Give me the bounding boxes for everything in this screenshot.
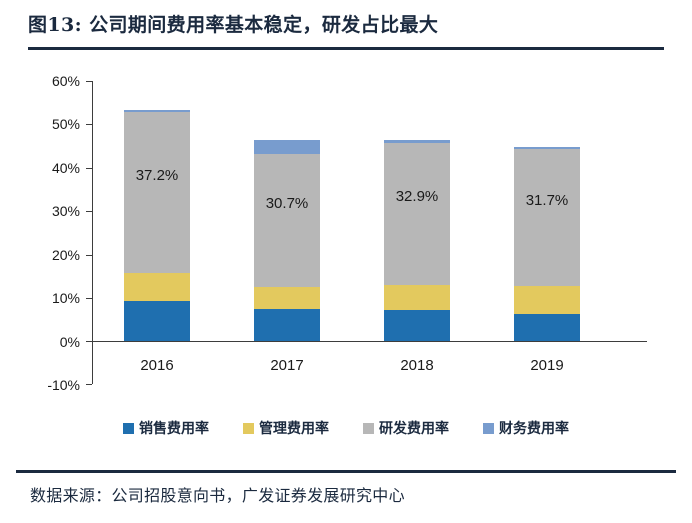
legend-item-management[interactable]: 管理费用率 <box>243 418 329 438</box>
chart-title-block: 图13: 公司期间费用率基本稳定，研发占比最大 <box>28 10 668 46</box>
y-axis-tick-mark <box>86 298 92 299</box>
bar-segment-management[interactable] <box>254 287 320 309</box>
bar-segment-finance[interactable] <box>254 140 320 154</box>
y-axis-tick-mark <box>86 211 92 212</box>
title-divider <box>28 47 664 50</box>
y-axis-tick-mark <box>86 81 92 82</box>
bar-value-label: 30.7% <box>265 195 309 212</box>
y-axis-tick-label: 0% <box>59 334 80 350</box>
legend-item-finance[interactable]: 财务费用率 <box>483 418 569 438</box>
legend-swatch-icon <box>483 422 494 434</box>
legend-label: 财务费用率 <box>499 421 569 437</box>
y-axis-tick-label: 40% <box>51 160 80 176</box>
bar-value-label: 31.7% <box>525 192 569 209</box>
bar-segment-management[interactable] <box>124 273 190 301</box>
legend-swatch-icon <box>243 422 254 434</box>
bar-value-label: 32.9% <box>395 188 439 205</box>
bar-segment-management[interactable] <box>514 286 580 314</box>
y-axis-labels: 60% 50% 40% 30% 20% 10% 0% -10% <box>24 60 80 405</box>
bar-segment-rnd[interactable]: 31.7% <box>514 149 580 286</box>
legend-label: 管理费用率 <box>259 421 329 437</box>
y-axis-tick-mark <box>86 255 92 256</box>
x-axis-tick-label-2016: 2016 <box>140 357 174 374</box>
y-axis-tick-label: 10% <box>51 290 80 306</box>
y-axis-tick-label: 30% <box>51 203 80 219</box>
bar-segment-management[interactable] <box>384 285 450 310</box>
x-axis-tick-label-2018: 2018 <box>400 357 434 374</box>
footer-divider <box>16 470 676 473</box>
chart-legend: 销售费用率 管理费用率 研发费用率 财务费用率 <box>0 418 692 438</box>
legend-item-rnd[interactable]: 研发费用率 <box>363 418 449 438</box>
bar-segment-sales[interactable] <box>384 310 450 341</box>
bar-segment-finance[interactable] <box>384 140 450 143</box>
bar-value-label: 37.2% <box>135 167 179 184</box>
bar-segment-sales[interactable] <box>254 309 320 341</box>
legend-item-sales[interactable]: 销售费用率 <box>123 418 209 438</box>
plot-area: 60% 50% 40% 30% 20% 10% 0% -10% <box>0 60 692 405</box>
y-axis-tick-label: 50% <box>51 116 80 132</box>
x-axis-tick-label-2017: 2017 <box>270 357 304 374</box>
y-axis-tick-label: 60% <box>51 73 80 89</box>
bars-container: 37.2% 2016 30.7% 2017 <box>93 60 647 405</box>
y-axis-tick-label: 20% <box>51 247 80 263</box>
y-axis-line <box>92 81 93 384</box>
x-axis-tick-label-2019: 2019 <box>530 357 564 374</box>
y-axis-tick-label: -10% <box>47 377 80 393</box>
legend-label: 销售费用率 <box>139 421 209 437</box>
bar-segment-rnd[interactable]: 32.9% <box>384 143 450 285</box>
y-axis-tick-mark <box>86 168 92 169</box>
legend-swatch-icon <box>363 422 374 434</box>
page-title: 图13: 公司期间费用率基本稳定，研发占比最大 <box>28 14 439 36</box>
bar-segment-rnd[interactable]: 30.7% <box>254 154 320 287</box>
y-axis-tick-mark <box>86 384 92 385</box>
bar-segment-sales[interactable] <box>514 314 580 341</box>
bar-segment-finance[interactable] <box>514 147 580 149</box>
legend-swatch-icon <box>123 422 134 434</box>
y-axis-tick-mark <box>86 124 92 125</box>
bar-segment-finance[interactable] <box>124 110 190 112</box>
bar-segment-sales[interactable] <box>124 301 190 341</box>
bar-segment-rnd[interactable]: 37.2% <box>124 112 190 273</box>
legend-label: 研发费用率 <box>379 421 449 437</box>
x-axis-baseline <box>86 341 647 342</box>
data-source-note: 数据来源：公司招股意向书，广发证券发展研究中心 <box>30 486 405 505</box>
